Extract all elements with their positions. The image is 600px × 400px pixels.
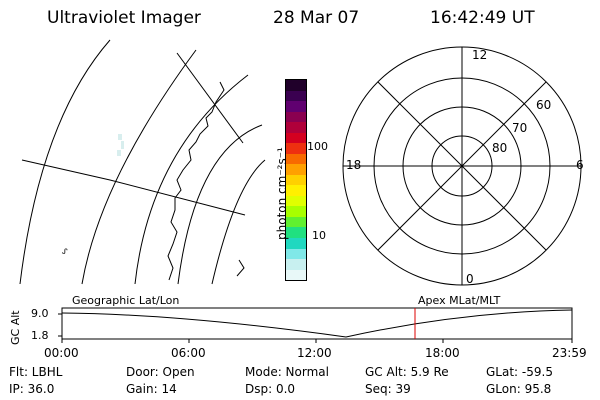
apex-coords-label: Apex MLat/MLT	[418, 294, 501, 307]
colorbar-segment	[286, 111, 306, 123]
colorbar-unit-label: photon cm⁻²s⁻¹	[275, 147, 289, 240]
colorbar-segment	[286, 143, 306, 154]
mode-readout: Mode: Normal	[245, 365, 329, 379]
colorbar-segment	[286, 227, 306, 238]
mlt-label-0: 0	[466, 272, 474, 286]
glon-readout: GLon: 95.8	[486, 382, 552, 396]
altitude-axis-title: GC Alt	[9, 310, 22, 345]
ip-readout: IP: 36.0	[9, 382, 55, 396]
colorbar-segment	[286, 132, 306, 144]
colorbar-tick-10: 10	[312, 229, 326, 242]
instrument-title: Ultraviolet Imager	[47, 8, 201, 28]
x-tick-0000: 00:00	[44, 346, 79, 360]
mlt-label-12: 12	[472, 48, 487, 62]
colorbar-segment	[286, 248, 306, 260]
seq-readout: Seq: 39	[365, 382, 411, 396]
door-readout: Door: Open	[126, 365, 195, 379]
colorbar-segment	[286, 185, 306, 196]
filter-readout: Flt: LBHL	[9, 365, 63, 379]
lat-label-70: 70	[512, 121, 527, 135]
x-tick-1800: 18:00	[425, 346, 460, 360]
colorbar-segment	[286, 237, 306, 249]
colorbar-segment	[286, 80, 306, 91]
colorbar-segment	[286, 269, 306, 281]
colorbar-segment	[286, 122, 306, 133]
geographic-coords-label: Geographic Lat/Lon	[72, 294, 180, 307]
altitude-curve	[61, 309, 573, 338]
time-label: 16:42:49 UT	[430, 8, 535, 28]
colorbar-segment	[286, 164, 306, 175]
mlt-label-6: 6	[576, 158, 584, 172]
colorbar-segment	[286, 195, 306, 207]
altitude-max-label: 9.0	[31, 307, 49, 320]
colorbar-segment	[286, 216, 306, 228]
dsp-readout: Dsp: 0.0	[245, 382, 296, 396]
colorbar-tick-100: 100	[307, 140, 328, 153]
x-tick-0600: 06:00	[171, 346, 206, 360]
gc-alt-readout: GC Alt: 5.9 Re	[365, 365, 449, 379]
colorbar-segment	[286, 90, 306, 102]
colorbar-segment	[286, 259, 306, 270]
gain-readout: Gain: 14	[126, 382, 177, 396]
glat-readout: GLat: -59.5	[486, 365, 553, 379]
lat-label-60: 60	[536, 98, 551, 112]
date-label: 28 Mar 07	[273, 8, 360, 28]
colorbar-segment	[286, 206, 306, 217]
colorbar-segment	[286, 174, 306, 186]
colorbar-segment	[286, 101, 306, 112]
x-tick-2359: 23:59	[552, 346, 587, 360]
colorbar	[285, 79, 307, 281]
colorbar-segment	[286, 153, 306, 165]
lat-label-80: 80	[492, 141, 507, 155]
altitude-min-label: 1.8	[31, 329, 49, 342]
x-tick-1200: 12:00	[297, 346, 332, 360]
map-annotation-mark: ᔑ	[62, 247, 68, 256]
mlt-label-18: 18	[346, 158, 361, 172]
